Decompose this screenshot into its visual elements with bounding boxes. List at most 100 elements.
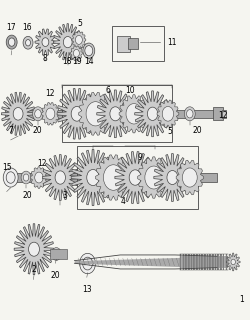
Text: 16: 16 [22, 23, 32, 32]
Polygon shape [226, 253, 240, 271]
Polygon shape [220, 254, 222, 270]
Circle shape [51, 248, 61, 260]
Text: 20: 20 [32, 125, 42, 134]
Text: 3: 3 [62, 191, 67, 200]
Polygon shape [154, 154, 191, 201]
Polygon shape [42, 155, 78, 200]
Circle shape [186, 110, 193, 118]
Text: 10: 10 [126, 86, 135, 95]
Polygon shape [212, 254, 214, 270]
Bar [5, 110, 214, 118]
Circle shape [182, 168, 197, 187]
Bar [116, 36, 130, 52]
Circle shape [21, 171, 31, 184]
Polygon shape [1, 92, 35, 135]
Circle shape [87, 170, 99, 186]
Polygon shape [97, 90, 134, 138]
Polygon shape [30, 167, 47, 188]
Text: 4: 4 [120, 197, 125, 206]
Circle shape [86, 102, 105, 126]
Circle shape [83, 43, 95, 58]
Circle shape [110, 107, 121, 121]
Polygon shape [190, 254, 192, 270]
Circle shape [148, 107, 158, 120]
Polygon shape [42, 102, 59, 125]
Circle shape [8, 38, 15, 46]
Circle shape [145, 166, 163, 189]
Text: 12: 12 [45, 89, 54, 98]
Text: 13: 13 [82, 285, 92, 294]
Polygon shape [119, 95, 149, 133]
Polygon shape [218, 254, 219, 270]
Circle shape [35, 110, 41, 118]
Bar [112, 26, 164, 61]
Polygon shape [199, 254, 200, 270]
Bar [50, 249, 67, 259]
Polygon shape [72, 31, 86, 49]
Polygon shape [193, 254, 195, 270]
Polygon shape [201, 254, 203, 270]
Circle shape [74, 50, 80, 57]
Text: 8: 8 [42, 53, 47, 62]
Polygon shape [115, 152, 156, 204]
Polygon shape [207, 254, 208, 270]
Polygon shape [176, 160, 204, 195]
Bar [77, 146, 198, 209]
Circle shape [82, 257, 92, 270]
Text: 20: 20 [192, 126, 202, 135]
Circle shape [55, 171, 66, 184]
Text: 19: 19 [72, 57, 82, 66]
Circle shape [26, 40, 30, 46]
Text: 5: 5 [168, 127, 172, 136]
Bar [128, 38, 138, 50]
Text: 6: 6 [106, 86, 110, 95]
Text: 1: 1 [240, 295, 244, 304]
Polygon shape [223, 254, 224, 270]
Circle shape [76, 36, 82, 44]
Polygon shape [71, 149, 115, 205]
Circle shape [13, 108, 23, 120]
Circle shape [162, 107, 174, 121]
Polygon shape [53, 24, 82, 60]
Polygon shape [138, 157, 170, 198]
Bar [14, 173, 217, 182]
Circle shape [231, 259, 235, 265]
Circle shape [80, 253, 96, 274]
Circle shape [167, 171, 178, 185]
Circle shape [28, 242, 40, 256]
Text: 2: 2 [31, 265, 36, 275]
Circle shape [46, 108, 55, 120]
Text: 12: 12 [218, 111, 228, 120]
Circle shape [53, 250, 59, 258]
Circle shape [23, 174, 29, 181]
Polygon shape [188, 254, 190, 270]
Circle shape [32, 107, 44, 121]
Polygon shape [204, 254, 206, 270]
Polygon shape [14, 224, 54, 275]
Polygon shape [70, 46, 82, 61]
Polygon shape [185, 254, 187, 270]
Polygon shape [215, 254, 216, 270]
Polygon shape [180, 254, 182, 270]
Circle shape [35, 172, 43, 183]
Circle shape [3, 168, 18, 187]
Polygon shape [180, 256, 228, 268]
Bar [213, 108, 223, 120]
Text: 11: 11 [168, 38, 177, 47]
Text: 15: 15 [2, 163, 12, 172]
Text: 18: 18 [62, 57, 72, 66]
Polygon shape [196, 254, 198, 270]
Circle shape [6, 172, 15, 183]
Circle shape [6, 35, 17, 49]
Bar [62, 85, 172, 142]
Polygon shape [226, 254, 227, 270]
Text: 20: 20 [50, 271, 60, 280]
Bar [222, 110, 226, 118]
Text: 17: 17 [6, 23, 16, 32]
Circle shape [42, 38, 49, 46]
Polygon shape [182, 254, 184, 270]
Text: 9: 9 [138, 153, 142, 162]
Text: 20: 20 [22, 190, 32, 200]
Text: 5: 5 [78, 19, 82, 28]
Circle shape [126, 104, 142, 124]
